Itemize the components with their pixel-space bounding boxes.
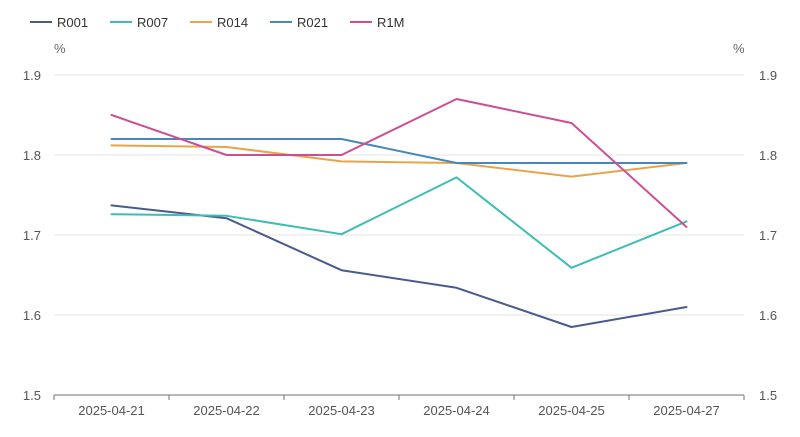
legend-label-r1m: R1M — [377, 15, 404, 30]
y-tick-label-right: 1.6 — [759, 308, 777, 323]
x-tick-label: 2025-04-25 — [538, 403, 605, 418]
series-line-r001 — [110, 204, 688, 328]
legend-label-r001: R001 — [57, 15, 88, 30]
y-tick-label-right: 1.9 — [759, 68, 777, 83]
right-axis-unit: % — [733, 41, 745, 56]
series-line-r021 — [110, 138, 688, 164]
y-tick-label-left: 1.7 — [23, 228, 41, 243]
x-tick-label: 2025-04-22 — [193, 403, 260, 418]
left-axis-unit: % — [54, 41, 66, 56]
series-line-r1m — [110, 98, 688, 228]
x-tick-label: 2025-04-21 — [78, 403, 145, 418]
y-tick-label-left: 1.6 — [23, 308, 41, 323]
y-tick-label-right: 1.5 — [759, 388, 777, 403]
y-tick-label-right: 1.7 — [759, 228, 777, 243]
legend-label-r014: R014 — [217, 15, 248, 30]
series-line-r014 — [110, 144, 688, 178]
legend-label-r021: R021 — [297, 15, 328, 30]
grid-layer — [54, 74, 744, 396]
y-tick-label-left: 1.9 — [23, 68, 41, 83]
y-tick-label-left: 1.5 — [23, 388, 41, 403]
series-layer — [110, 98, 688, 328]
x-tick-label: 2025-04-27 — [653, 403, 720, 418]
axis-layer: % % 1.5 1.5 1.6 1.6 1.7 1.7 1.8 1.8 1.9 1.9 2025-0… — [23, 41, 777, 418]
x-tick-label: 2025-04-24 — [423, 403, 490, 418]
y-tick-label-left: 1.8 — [23, 148, 41, 163]
legend-label-r007: R007 — [137, 15, 168, 30]
y-tick-label-right: 1.8 — [759, 148, 777, 163]
legend: R001 R007 R014 R021 R1M — [30, 15, 404, 30]
series-line-r007 — [110, 176, 688, 269]
x-tick-label: 2025-04-23 — [308, 403, 375, 418]
